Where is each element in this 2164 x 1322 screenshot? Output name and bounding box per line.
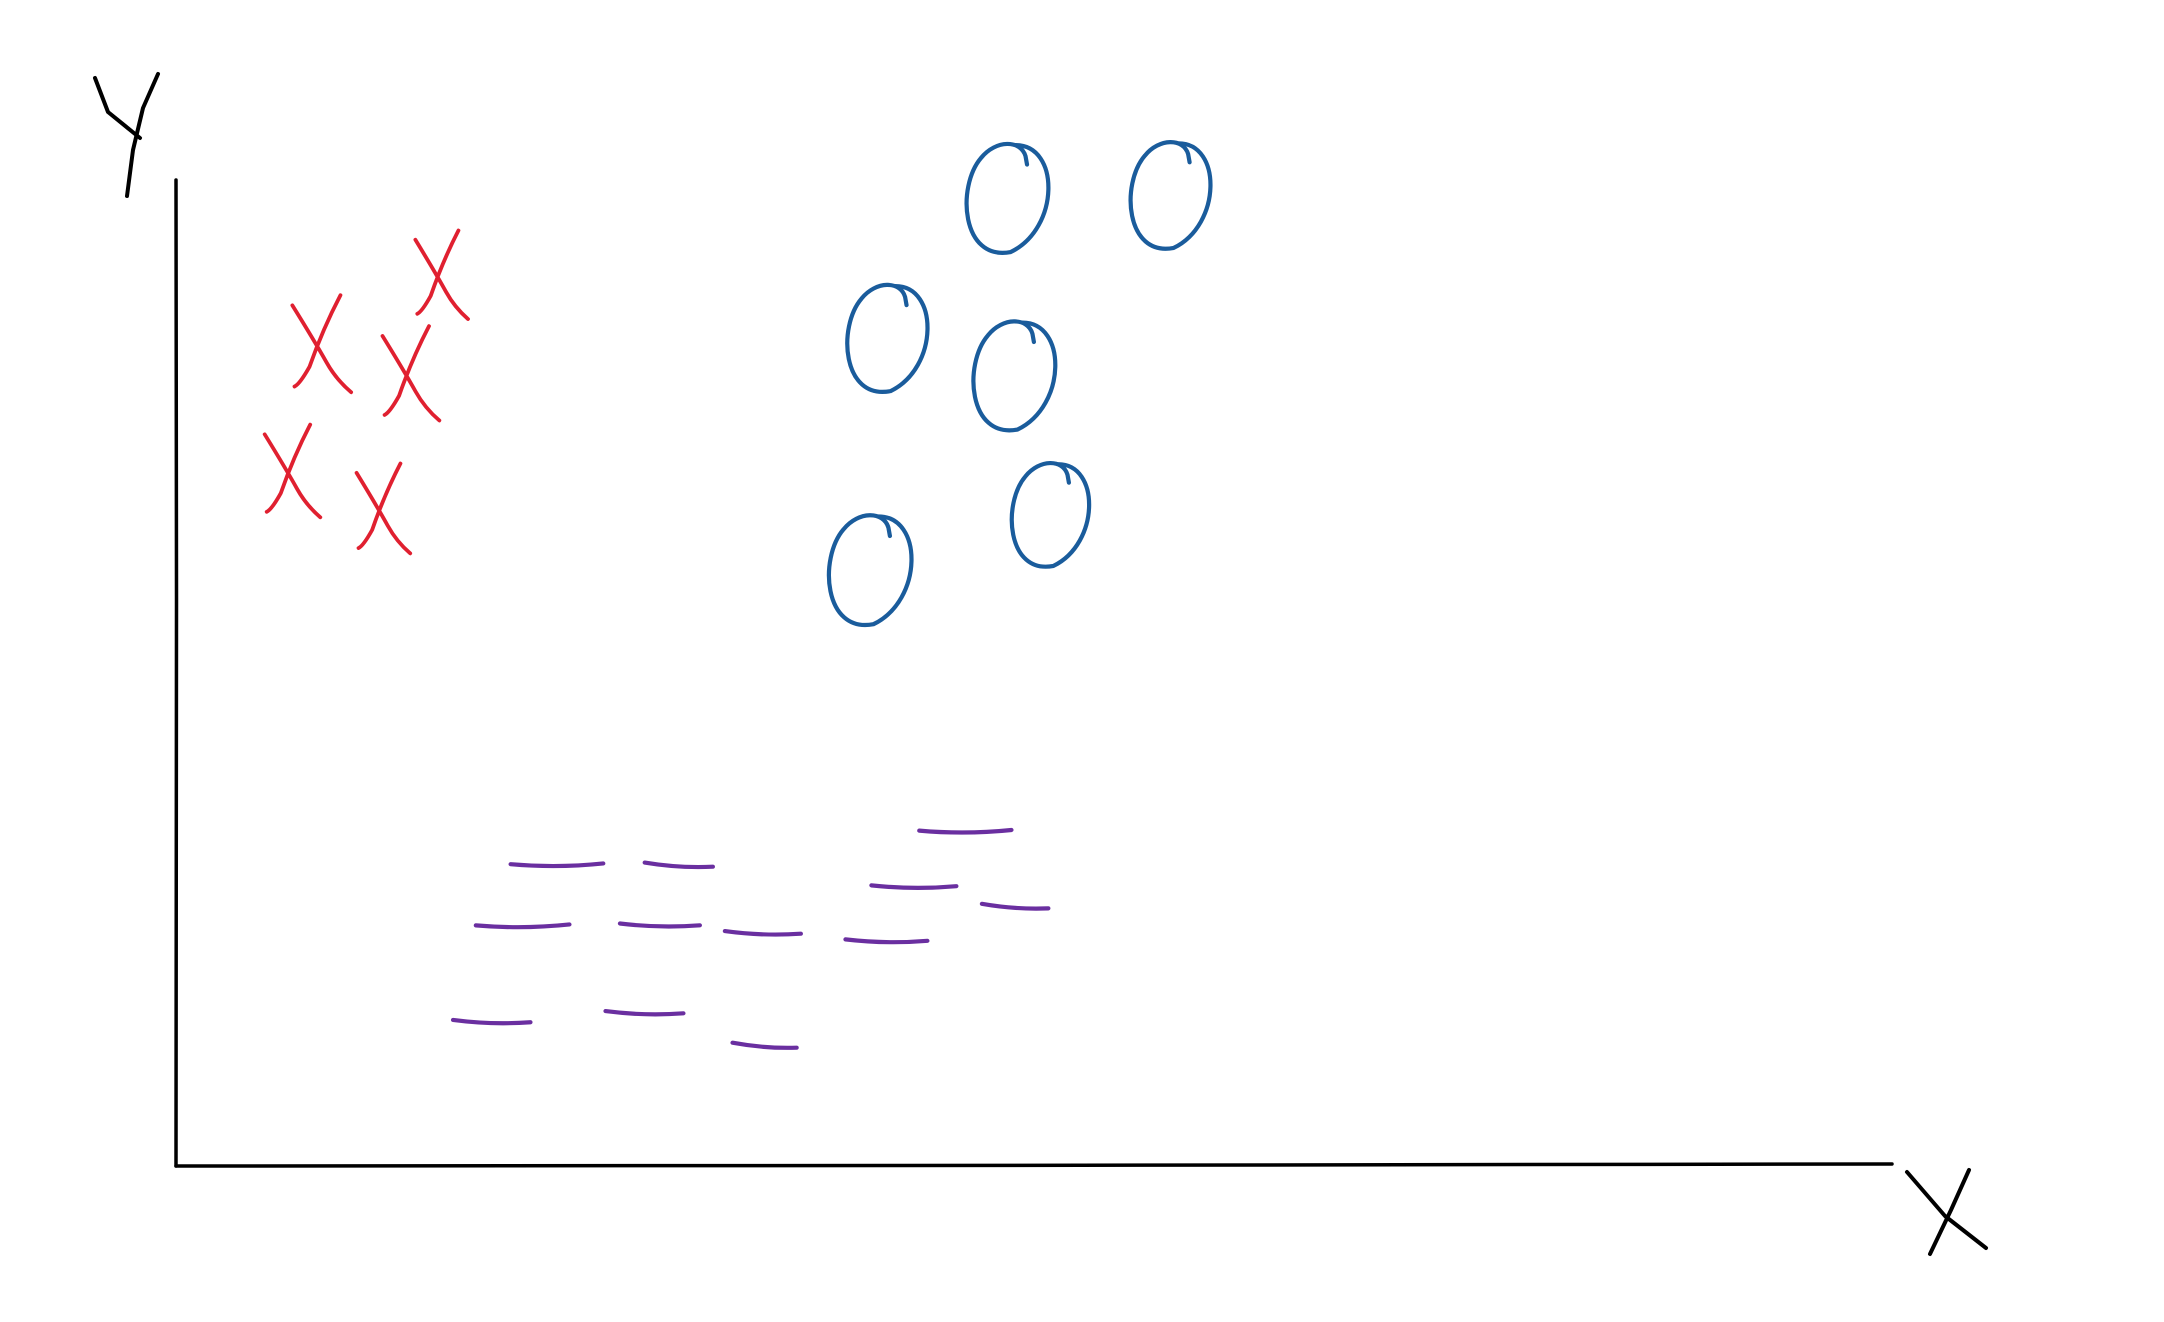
circle-marker	[845, 282, 930, 394]
series-circle	[826, 140, 1213, 628]
x-axis-line	[174, 1162, 1894, 1168]
dash-marker	[843, 937, 930, 945]
series-dash	[450, 827, 1051, 1050]
x-marker	[290, 293, 354, 395]
x-marker	[380, 324, 442, 423]
dash-marker	[508, 861, 606, 869]
dash-marker	[869, 883, 959, 890]
x-marker	[413, 228, 470, 321]
dash-marker	[450, 1017, 533, 1026]
axes: Y X	[93, 72, 1988, 1256]
x-marker	[354, 461, 413, 556]
x-axis-label: X	[1905, 1168, 1988, 1256]
circle-marker	[964, 141, 1051, 255]
y-axis-label-text: Y	[118, 139, 120, 141]
y-axis-label: Y	[93, 72, 160, 198]
circle-marker	[1009, 460, 1092, 569]
y-axis-line	[174, 178, 179, 1168]
dash-marker	[730, 1040, 799, 1050]
circle-marker	[826, 513, 914, 628]
dash-marker	[617, 921, 702, 929]
dash-marker	[603, 1009, 686, 1017]
x-marker	[262, 422, 323, 520]
circle-marker	[971, 319, 1058, 433]
dash-marker	[722, 929, 803, 937]
circle-marker	[1128, 140, 1213, 251]
dash-marker	[979, 901, 1051, 911]
dash-marker	[642, 860, 715, 870]
dash-marker	[473, 922, 572, 930]
dash-marker	[917, 827, 1014, 835]
series-x	[262, 228, 470, 556]
data-marks	[262, 140, 1213, 1050]
